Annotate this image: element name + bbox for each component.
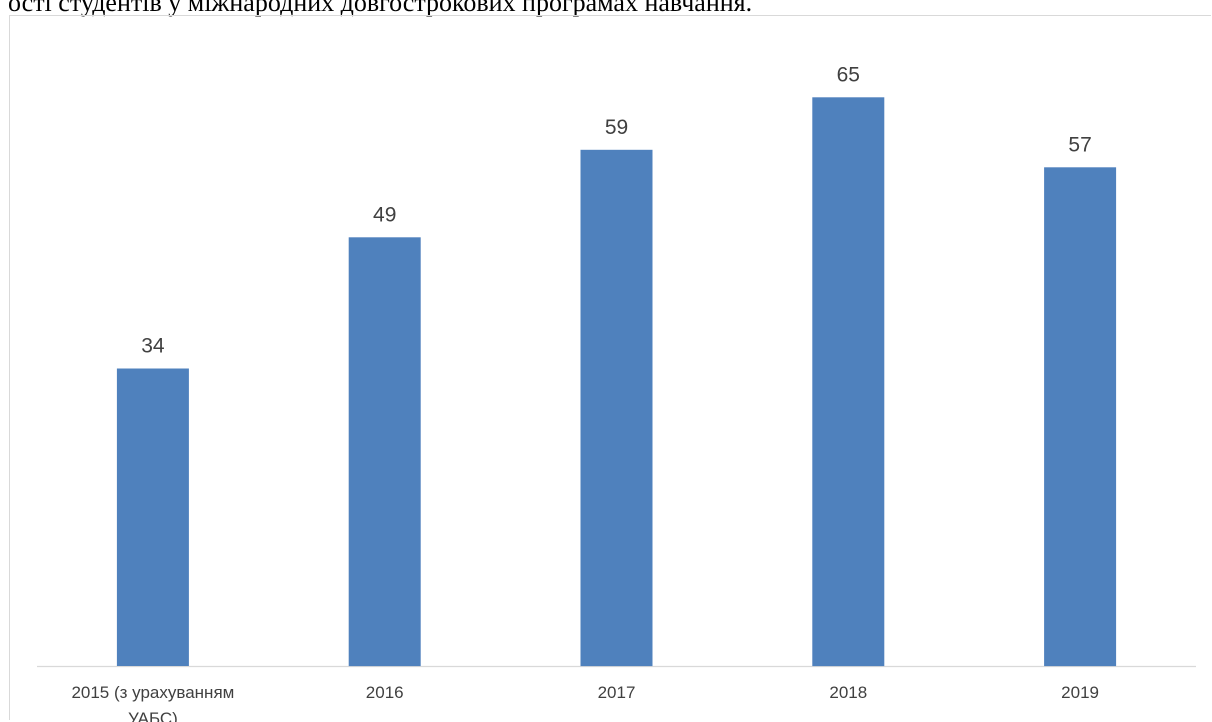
data-labels-group: 34 49 59 65 57: [141, 63, 1092, 357]
x-tick-label-line: 2016: [366, 683, 404, 702]
bar-2: [348, 237, 421, 667]
x-tick-label-line: УАБС): [128, 709, 178, 722]
bar-5: [1044, 167, 1117, 667]
chart-frame: [9, 15, 1211, 720]
bar-1: [116, 368, 189, 666]
x-tick-label-2: 2016: [366, 683, 404, 702]
data-label-2: 49: [373, 203, 396, 226]
x-tick-label-1: 2015 (з урахуванням УАБС): [71, 683, 234, 722]
data-label-1: 34: [141, 335, 165, 358]
x-tick-label-line: 2018: [829, 683, 867, 702]
x-tick-label-5: 2019: [1061, 683, 1099, 702]
x-tick-labels-group: 2015 (з урахуванням УАБС) 2016 2017 2018 2019: [71, 683, 1099, 722]
bars-group: [116, 97, 1117, 667]
data-label-5: 57: [1068, 133, 1091, 156]
x-tick-label-line: 2015 (з урахуванням: [71, 683, 234, 702]
bar-3: [580, 149, 653, 667]
x-tick-label-3: 2017: [598, 683, 636, 702]
x-tick-label-4: 2018: [829, 683, 867, 702]
document-caption: ості студентів у міжнародних довгостроко…: [8, 0, 753, 17]
x-tick-label-line: 2019: [1061, 683, 1099, 702]
x-tick-label-line: 2017: [598, 683, 636, 702]
bar-4: [812, 97, 885, 667]
data-label-4: 65: [837, 63, 860, 86]
data-label-3: 59: [605, 116, 628, 139]
